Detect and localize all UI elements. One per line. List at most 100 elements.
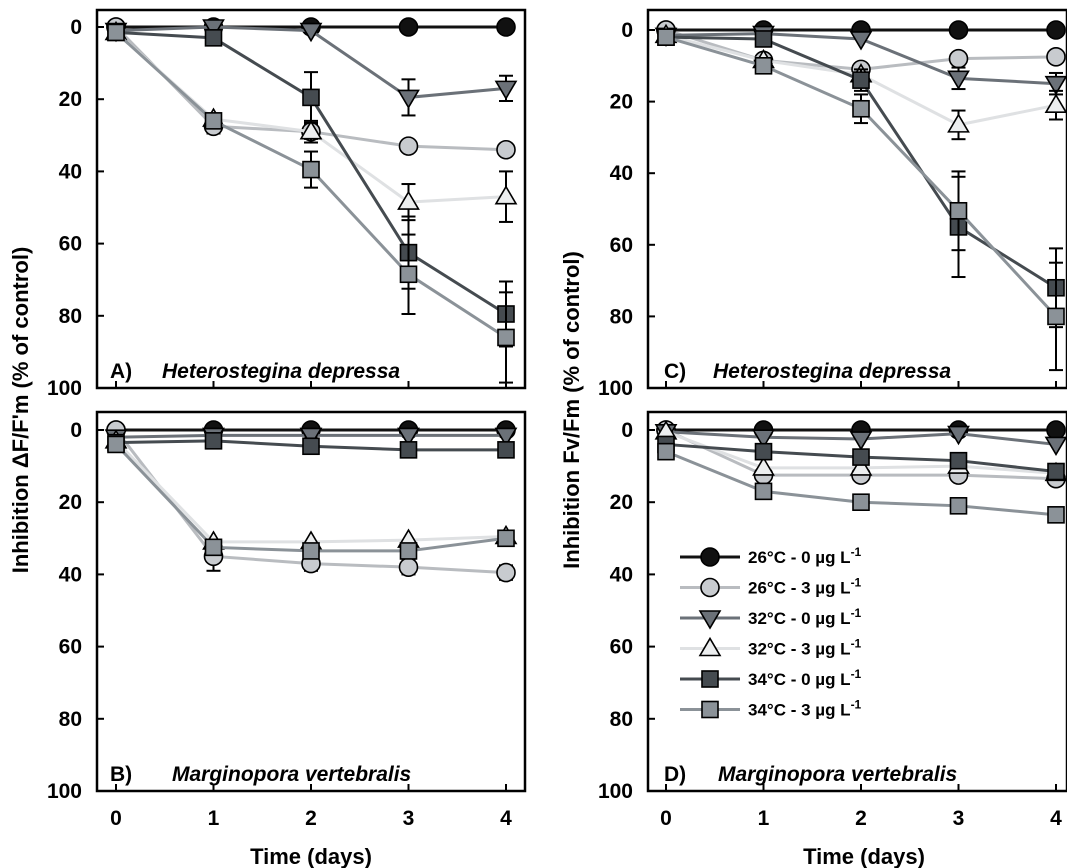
- legend-label: 32°C - 3 µg L-1: [748, 637, 862, 659]
- legend-label: 34°C - 3 µg L-1: [748, 698, 862, 720]
- data-point: [754, 30, 773, 48]
- data-point: [852, 448, 870, 466]
- data-point: [399, 542, 418, 560]
- y-tick-label: 0: [70, 419, 82, 442]
- x-tick-label: 3: [403, 807, 415, 830]
- data-point: [302, 437, 320, 456]
- panel-d: 0 20 40 60 80 100 0 1 2 3 4 D) Marginopora vertebral…: [598, 410, 1067, 830]
- y-tick-label: 100: [47, 780, 82, 803]
- data-point: [302, 542, 320, 560]
- legend-entry: 34°C - 0 µg L-1: [680, 667, 862, 689]
- species-name: Marginopora vertebralis: [718, 763, 957, 786]
- species-name: Heterostegina depressa: [713, 360, 951, 383]
- panel-label: D): [664, 763, 686, 786]
- data-point: [1047, 506, 1065, 524]
- data-point: [1044, 93, 1067, 113]
- legend-label-superscript: -1: [851, 667, 862, 681]
- data-point: [754, 482, 773, 501]
- data-point: [1044, 75, 1067, 96]
- data-point: [398, 557, 419, 577]
- legend-label-superscript: -1: [851, 637, 862, 651]
- data-point: [494, 427, 518, 447]
- y-axis-label-left: Inhibition ΔF/F'm (% of control): [8, 247, 33, 574]
- y-axis-label-right: Inhibition Fv/Fm (% of control): [559, 251, 584, 569]
- data-point: [302, 160, 320, 179]
- panel-a: 0 20 40 60 80 100 A) Heterostegina depressa: [47, 8, 527, 400]
- data-point: [852, 99, 870, 118]
- data-point: [948, 20, 969, 40]
- y-tick-label: 20: [610, 91, 633, 114]
- data-point: [949, 451, 968, 470]
- x-tick-label: 4: [1050, 807, 1062, 830]
- series-line: [114, 439, 507, 544]
- data-point: [299, 120, 323, 140]
- y-tick-label: 80: [610, 708, 633, 731]
- series-6: [107, 435, 515, 560]
- x-tick-label: 1: [208, 807, 220, 830]
- data-point: [949, 497, 968, 515]
- legend-label: 26°C - 3 µg L-1: [748, 576, 862, 598]
- data-point: [399, 265, 418, 284]
- data-point: [204, 538, 223, 557]
- data-point: [299, 22, 323, 43]
- legend-marker: [701, 700, 719, 719]
- data-point: [399, 441, 418, 459]
- panel-b: 0 20 40 60 80 100 0 1 2 3 4 B) Marginopora vertebral…: [47, 410, 527, 830]
- data-point: [494, 80, 518, 100]
- x-tick-label: 1: [758, 807, 770, 830]
- data-point: [752, 456, 775, 476]
- data-point: [299, 427, 323, 447]
- data-point: [947, 70, 970, 90]
- data-point: [754, 56, 773, 75]
- plot-frame: [646, 8, 1067, 390]
- data-point: [497, 529, 515, 548]
- series-6: [107, 23, 515, 384]
- x-tick-label: 0: [110, 807, 122, 830]
- legend-entry: 26°C - 3 µg L-1: [680, 576, 862, 598]
- data-point: [852, 493, 870, 512]
- data-point: [657, 28, 675, 46]
- species-name: Marginopora vertebralis: [172, 763, 411, 786]
- y-tick-label: 100: [47, 377, 82, 400]
- plot-frame: [95, 410, 527, 793]
- y-tick-label: 20: [610, 491, 633, 514]
- y-tick-label: 60: [610, 636, 633, 659]
- legend-label: 34°C - 0 µg L-1: [748, 667, 862, 689]
- legend: 26°C - 0 µg L-1 26°C - 3 µg L-1 32°C - 0 µ…: [680, 545, 862, 720]
- legend-marker: [701, 670, 719, 688]
- legend-label-superscript: -1: [851, 606, 862, 620]
- data-point: [657, 442, 675, 461]
- y-tick-label: 80: [610, 305, 633, 328]
- y-tick-label: 0: [70, 16, 82, 39]
- data-point: [397, 427, 420, 447]
- legend-entry: 26°C - 0 µg L-1: [680, 545, 862, 567]
- data-point: [1046, 20, 1066, 40]
- legend-label-superscript: -1: [851, 698, 862, 712]
- data-point: [202, 19, 225, 39]
- legend-marker: [700, 577, 720, 598]
- species-name: Heterostegina depressa: [162, 360, 400, 383]
- data-point: [752, 429, 775, 449]
- x-tick-label: 2: [305, 807, 317, 830]
- y-tick-label: 40: [59, 160, 82, 183]
- x-axis-label-right: Time (days): [803, 844, 925, 868]
- y-tick-label: 100: [598, 780, 633, 803]
- data-point: [852, 71, 870, 89]
- data-point: [949, 201, 968, 220]
- y-tick-label: 20: [59, 491, 82, 514]
- panel-label: A): [110, 360, 132, 383]
- data-point: [947, 425, 970, 446]
- panel-label: B): [110, 763, 132, 786]
- y-tick-label: 0: [621, 19, 633, 42]
- data-point: [494, 185, 518, 205]
- series-5: [657, 28, 1065, 329]
- data-point: [204, 432, 223, 450]
- legend-label: 26°C - 0 µg L-1: [748, 545, 862, 567]
- data-point: [497, 328, 515, 347]
- data-point: [107, 435, 125, 454]
- data-point: [107, 23, 125, 42]
- panel-c: 0 20 40 60 80 100 C) Heterostegina depressa: [598, 8, 1067, 400]
- x-axis-label-left: Time (days): [250, 844, 372, 868]
- data-point: [849, 431, 873, 451]
